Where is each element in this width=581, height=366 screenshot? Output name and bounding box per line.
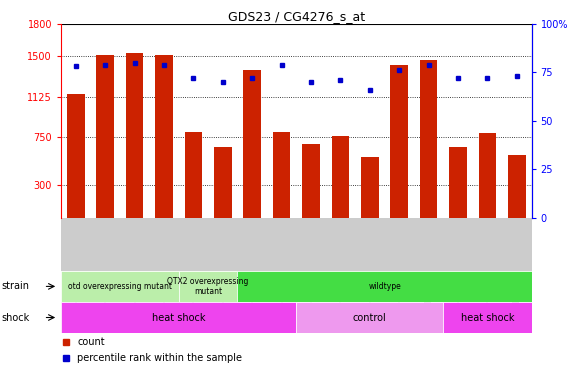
Text: percentile rank within the sample: percentile rank within the sample [77, 353, 242, 363]
Bar [96, 55, 114, 218]
Text: count: count [77, 337, 105, 347]
Bar [508, 155, 526, 218]
Bar [67, 94, 85, 218]
Bar [243, 70, 261, 218]
Bar [185, 131, 202, 218]
Text: OTX2 overexpressing
mutant: OTX2 overexpressing mutant [167, 277, 249, 296]
Bar [214, 147, 232, 218]
Bar [179, 271, 238, 302]
Bar [443, 302, 532, 333]
Text: wildtype: wildtype [368, 282, 401, 291]
Text: control: control [353, 313, 387, 322]
Bar [238, 271, 532, 302]
Bar [296, 302, 443, 333]
Text: strain: strain [1, 281, 29, 291]
Text: otd overexpressing mutant: otd overexpressing mutant [68, 282, 172, 291]
Bar [61, 271, 179, 302]
Bar [479, 132, 496, 218]
Bar [420, 60, 437, 218]
Bar [332, 136, 349, 218]
Bar [449, 147, 467, 218]
Text: heat shock: heat shock [152, 313, 206, 322]
Title: GDS23 / CG4276_s_at: GDS23 / CG4276_s_at [228, 10, 365, 23]
Bar [61, 302, 296, 333]
Bar [155, 55, 173, 218]
Bar [273, 131, 290, 218]
Bar [302, 145, 320, 218]
Bar [390, 65, 408, 218]
Bar [361, 157, 379, 218]
Text: shock: shock [1, 313, 30, 322]
Bar [125, 53, 144, 218]
Text: heat shock: heat shock [461, 313, 514, 322]
